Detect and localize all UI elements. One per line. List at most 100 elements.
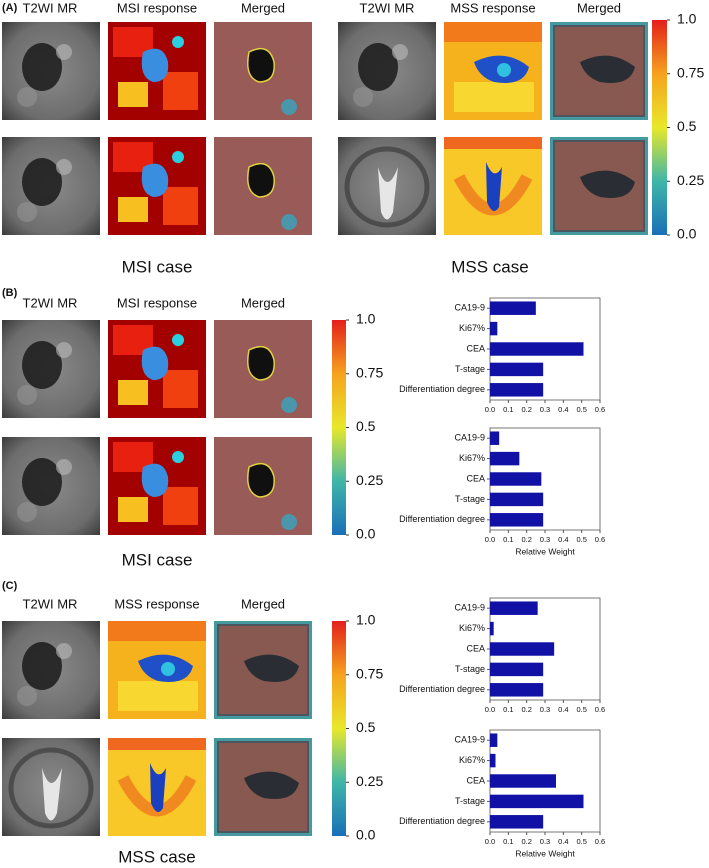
bar <box>490 492 544 507</box>
bar <box>490 431 500 445</box>
bar <box>490 513 544 527</box>
colorbar-tick-label: 0.25 <box>356 773 383 789</box>
bar <box>490 342 584 356</box>
heatmap-image <box>108 22 206 120</box>
heatmap-image <box>108 320 206 418</box>
y-tick-label: Differentiation degree <box>399 384 485 394</box>
y-tick-label: Differentiation degree <box>399 684 485 694</box>
heatmap-image <box>108 137 206 235</box>
y-tick-label: Differentiation degree <box>399 514 485 524</box>
bar <box>490 662 544 677</box>
heatmap-image <box>108 437 206 535</box>
y-tick-label: CA19-9 <box>454 603 485 613</box>
x-tick-label: 0.0 <box>485 837 495 846</box>
colorbar-tick-label: 0.75 <box>356 665 383 681</box>
bar <box>490 753 496 768</box>
colorbar <box>652 20 667 235</box>
column-title: MSS response <box>450 0 535 15</box>
x-tick-label: 0.4 <box>558 705 568 714</box>
x-tick-label: 0.5 <box>576 405 586 414</box>
colorbar-tick-label: 0.25 <box>356 472 383 488</box>
colorbar-tick-label: 0.75 <box>356 364 383 380</box>
y-tick-label: Ki67% <box>459 623 485 633</box>
x-tick-label: 0.0 <box>485 535 495 544</box>
merged-image <box>550 22 648 120</box>
y-tick-label: CEA <box>466 343 485 353</box>
mri-image <box>2 621 100 719</box>
panel-label: (A) <box>2 2 18 14</box>
heatmap-image <box>108 738 206 836</box>
panel-label: (C) <box>2 580 18 592</box>
column-title: Merged <box>241 596 285 611</box>
mri-image <box>2 137 100 235</box>
x-tick-label: 0.6 <box>595 535 605 544</box>
column-title: Merged <box>577 0 621 15</box>
x-tick-label: 0.6 <box>595 705 605 714</box>
colorbar-tick-label: 0.0 <box>677 226 697 242</box>
colorbar-tick-label: 0.25 <box>677 172 704 188</box>
bar <box>490 321 498 336</box>
y-tick-label: CA19-9 <box>454 303 485 313</box>
column-title: MSS response <box>114 596 199 611</box>
x-tick-label: 0.3 <box>540 535 550 544</box>
bar <box>490 794 584 809</box>
x-tick-label: 0.3 <box>540 405 550 414</box>
y-tick-label: Ki67% <box>459 323 485 333</box>
x-tick-label: 0.6 <box>595 405 605 414</box>
mri-image <box>2 738 100 836</box>
colorbar-tick-label: 0.0 <box>356 526 376 542</box>
bar <box>490 683 544 697</box>
x-tick-label: 0.5 <box>576 535 586 544</box>
y-tick-label: T-stage <box>455 494 485 504</box>
y-tick-label: T-stage <box>455 796 485 806</box>
mri-image <box>2 437 100 535</box>
bar <box>490 621 494 636</box>
mri-image <box>2 320 100 418</box>
x-tick-label: 0.6 <box>595 837 605 846</box>
x-axis-label: Relative Weight <box>515 848 575 858</box>
y-tick-label: Differentiation degree <box>399 816 485 826</box>
colorbar-tick-label: 0.75 <box>677 64 704 80</box>
bar <box>490 362 544 377</box>
column-title: Merged <box>241 0 285 15</box>
case-caption: MSS case <box>118 847 195 866</box>
image-grid <box>2 22 648 836</box>
merged-image <box>214 437 312 535</box>
case-caption: MSI case <box>122 257 193 276</box>
bar <box>490 472 542 486</box>
column-title: Merged <box>241 295 285 310</box>
heatmap-image <box>444 137 542 235</box>
x-tick-label: 0.3 <box>540 705 550 714</box>
colorbar-tick-label: 0.5 <box>677 118 697 134</box>
y-tick-label: Ki67% <box>459 453 485 463</box>
y-tick-label: CEA <box>466 775 485 785</box>
bar <box>490 815 544 829</box>
merged-image <box>550 137 648 235</box>
y-tick-label: T-stage <box>455 364 485 374</box>
panel-label: (B) <box>2 287 18 299</box>
x-tick-label: 0.2 <box>521 405 531 414</box>
y-tick-label: CEA <box>466 643 485 653</box>
mri-image <box>2 22 100 120</box>
y-tick-label: T-stage <box>455 664 485 674</box>
bar <box>490 383 544 397</box>
x-tick-label: 0.2 <box>521 837 531 846</box>
column-title: MSI response <box>117 295 197 310</box>
y-tick-label: Ki67% <box>459 755 485 765</box>
merged-image <box>214 621 312 719</box>
x-tick-label: 0.2 <box>521 535 531 544</box>
colorbar <box>332 320 346 535</box>
x-tick-label: 0.5 <box>576 705 586 714</box>
merged-image <box>214 137 312 235</box>
heatmap-image <box>108 621 206 719</box>
column-title: T2WI MR <box>23 596 78 611</box>
merged-image <box>214 22 312 120</box>
case-caption: MSS case <box>451 257 528 276</box>
colorbar-tick-label: 1.0 <box>677 11 697 27</box>
merged-image <box>214 738 312 836</box>
mri-image <box>338 137 436 235</box>
x-tick-label: 0.0 <box>485 705 495 714</box>
y-tick-label: CA19-9 <box>454 735 485 745</box>
y-tick-label: CEA <box>466 473 485 483</box>
colorbar-tick-label: 1.0 <box>356 311 376 327</box>
